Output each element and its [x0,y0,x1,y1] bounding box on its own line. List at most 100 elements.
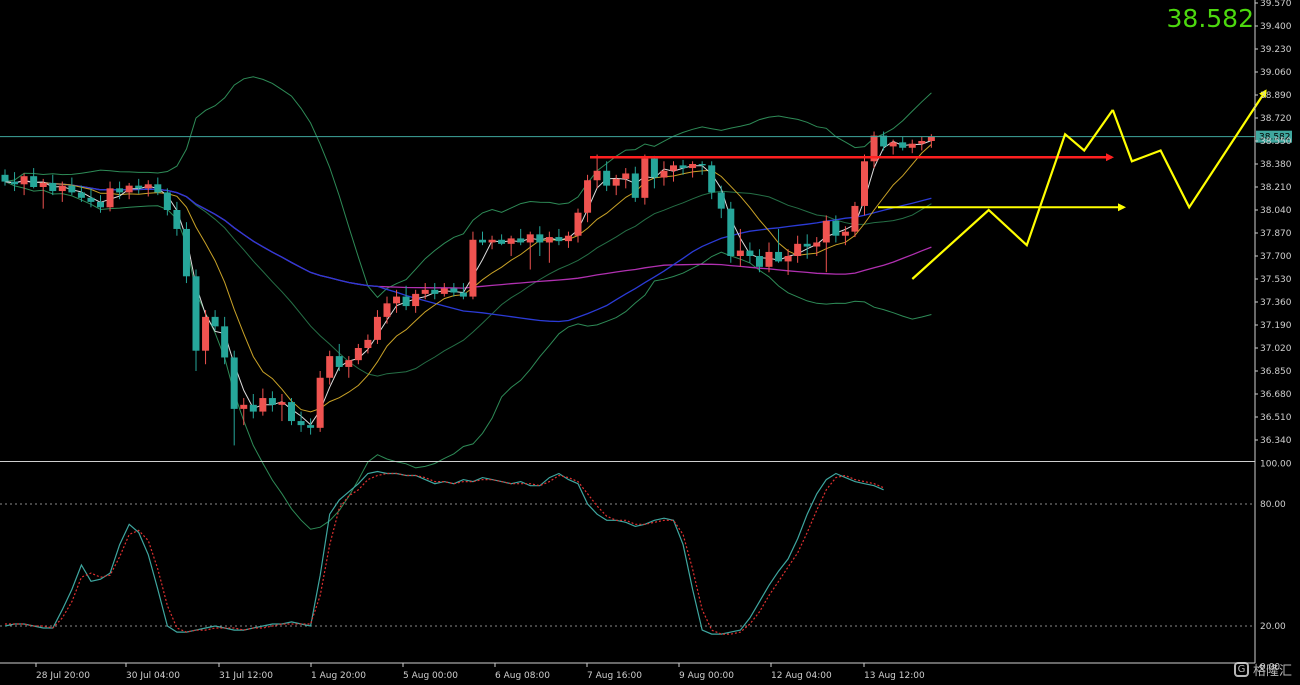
candle-body [698,164,706,166]
time-tick-label: 5 Aug 00:00 [403,671,458,681]
candle-body [927,136,935,141]
candle-body [861,161,868,206]
candle-body [30,176,38,187]
candle-body [775,251,783,262]
time-tick-label: 28 Jul 20:00 [36,671,90,681]
candle-body [479,239,486,243]
candle-body [345,360,353,367]
price-tick-label: 37.700 [1260,252,1292,262]
candle-body [221,326,229,358]
candle-body [259,398,267,412]
candle-body [498,239,506,244]
ma-blue-line [4,180,932,323]
price-tick-label: 37.020 [1260,344,1292,354]
price-tick-label: 36.850 [1260,367,1292,377]
time-tick-label: 12 Aug 04:00 [771,671,832,681]
candle-body [97,201,104,208]
annotation-arrows [911,89,1267,280]
candle-body [116,188,124,193]
stochastic-oscillator [0,470,1255,635]
time-tick-label: 6 Aug 08:00 [495,671,550,681]
candle-body [612,178,620,186]
candle-body [746,250,754,256]
candle-body [87,197,95,202]
osc-tick-label: 20.00 [1260,622,1286,632]
price-tick-label: 39.570 [1260,0,1292,9]
candle-body [307,425,315,428]
candle-body [564,235,572,242]
candle-body [450,288,458,293]
candle-body [841,231,849,236]
stoch-k-line [4,470,884,635]
price-tick-label: 37.360 [1260,298,1292,308]
candle-body [832,220,840,236]
candle-body [364,339,372,348]
candle-body [211,316,219,327]
price-tick-label: 37.530 [1260,275,1292,285]
watermark-text: 格隆汇 [1252,664,1292,679]
candle-body [555,237,563,242]
bb-lower-line [4,181,932,530]
price-tick-label: 39.060 [1260,68,1292,78]
candle-body [412,293,420,307]
candle-body [240,404,248,409]
candle-body [717,192,725,209]
time-tick-label: 31 Jul 12:00 [219,671,273,681]
price-tick-label: 37.870 [1260,229,1292,239]
time-tick-label: 7 Aug 16:00 [587,671,642,681]
candle-body [373,316,381,340]
candle-body [421,289,429,294]
candle-body [335,356,343,367]
candle-body [288,402,295,422]
candle-body [670,165,677,171]
candle-body [679,165,687,169]
price-levels: 38.582 [0,130,1292,212]
bb-middle-line [4,180,932,377]
bb-upper-line [4,76,932,299]
osc-tick-label: 80.00 [1260,500,1286,510]
candle-body [393,296,401,304]
candle-body [163,192,171,210]
candle-body [899,142,907,148]
osc-tick-label: 100.00 [1260,459,1292,469]
candle-body [803,243,811,247]
candle-body [297,421,305,426]
candle-body [650,158,658,178]
candle-body [536,234,544,243]
candle-body [106,188,114,208]
candle-body [278,402,286,405]
price-tick-label: 38.040 [1260,206,1292,216]
candle-body [908,143,916,148]
candle-body [11,181,19,185]
moving-averages [4,140,932,426]
candle-body [440,288,448,294]
candle-body [68,185,76,193]
candle-body [58,185,66,192]
candle-body [870,135,878,162]
candle-body [154,184,162,193]
candle-body [230,357,238,409]
price-tick-label: 36.340 [1260,436,1292,446]
price-tick-label: 38.890 [1260,91,1292,101]
osc-tick-label: 0.00 [1260,663,1280,673]
price-tick-label: 37.190 [1260,321,1292,331]
current-price-tag-label: 38.582 [1259,133,1291,143]
candle-body [918,141,926,144]
candle-body [144,184,152,189]
zigzag-rally-arrow [911,109,1114,280]
watermark: G 格隆汇 [1233,660,1292,679]
candle-body [173,210,181,229]
candle-body [545,237,553,243]
candle-body [431,289,439,294]
candle-body [851,205,859,232]
candle-body [354,348,362,361]
candle-body [784,256,792,262]
candle-body [708,165,716,193]
time-tick-label: 1 Aug 20:00 [311,671,366,681]
candle-body [49,182,57,192]
candle-body [135,185,143,189]
candle-body [192,276,200,351]
candle-body [39,182,47,187]
